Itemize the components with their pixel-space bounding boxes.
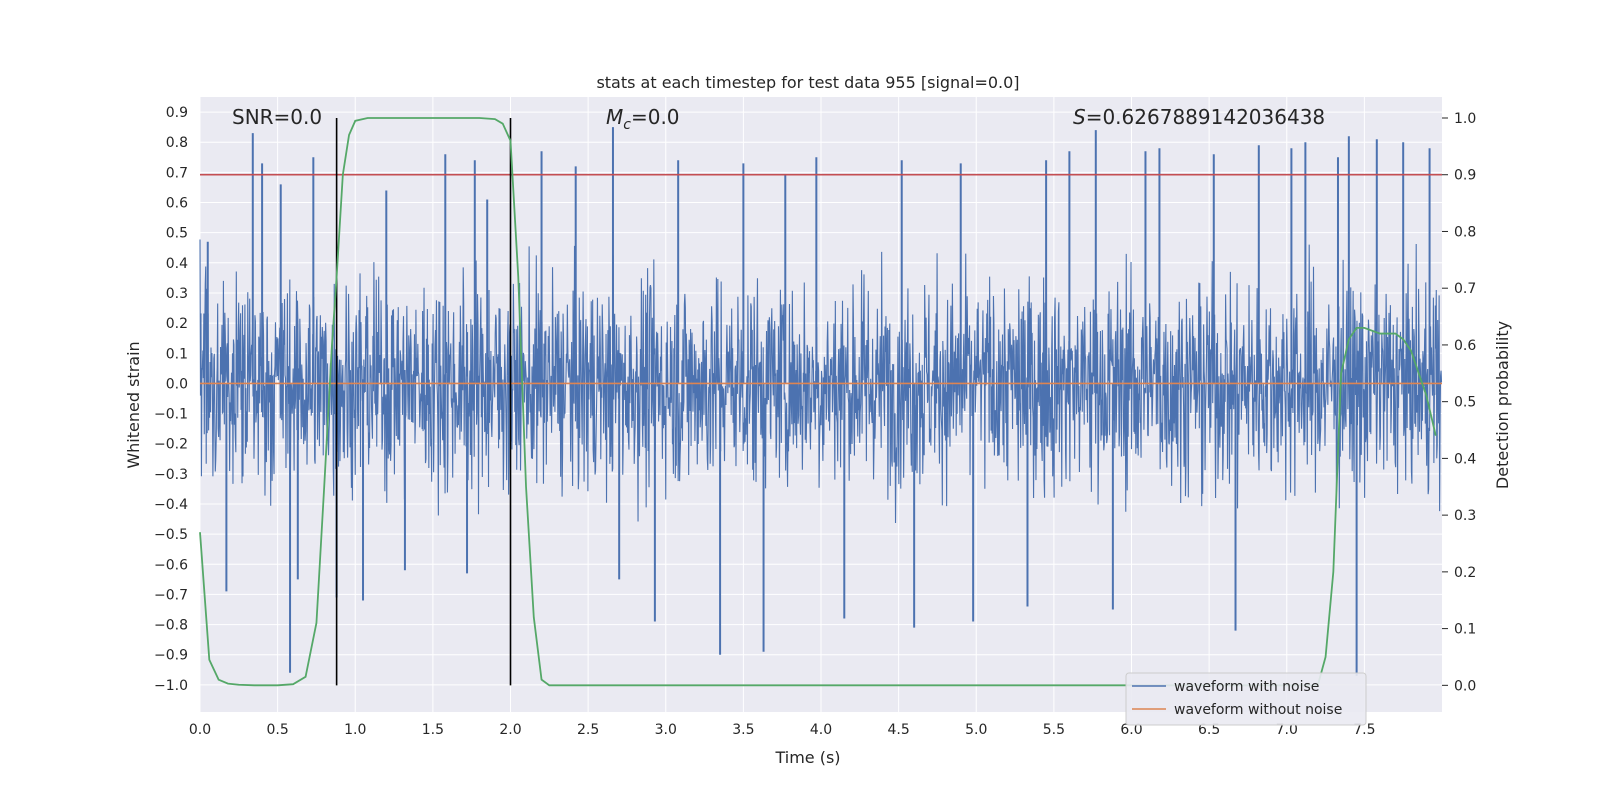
y-tick-label: 0.7 — [166, 165, 188, 181]
legend-label-noise: waveform with noise — [1174, 679, 1319, 695]
x-tick-label: 2.5 — [577, 722, 599, 738]
y-tick-label: −0.7 — [154, 587, 188, 603]
mc-subscript: c — [623, 117, 631, 133]
y2-tick-label: 0.3 — [1454, 508, 1476, 524]
x-tick-label: 6.5 — [1198, 722, 1220, 738]
s-value: =0.6267889142036438 — [1086, 105, 1325, 129]
mc-annotation: Mc=0.0 — [606, 105, 680, 133]
y2-tick-label: 0.4 — [1454, 451, 1476, 467]
x-tick-label: 0.0 — [189, 722, 211, 738]
y-tick-label: 0.6 — [166, 196, 188, 212]
x-tick-label: 2.0 — [499, 722, 521, 738]
chart-title: stats at each timestep for test data 955… — [596, 73, 1019, 92]
x-tick-label: 1.0 — [344, 722, 366, 738]
mc-value: =0.0 — [631, 105, 680, 129]
y-tick-label: −1.0 — [154, 678, 188, 694]
x-tick-label: 0.5 — [266, 722, 288, 738]
y-tick-label: −0.9 — [154, 648, 188, 664]
y-tick-label: −0.6 — [154, 557, 188, 573]
y2-tick-label: 0.7 — [1454, 281, 1476, 297]
s-symbol: S — [1073, 105, 1086, 129]
y2-axis-ticks: 1.0 0.9 0.8 0.7 0.6 0.5 0.4 0.3 0.2 0.1 0.0 — [1442, 111, 1476, 694]
y2-tick-label: 0.0 — [1454, 678, 1476, 694]
x-axis-ticks: 0.0 0.5 1.0 1.5 2.0 2.5 3.0 3.5 4.0 4.5 5.0 5.5 6.0 6… — [189, 722, 1376, 738]
x-tick-label: 4.5 — [887, 722, 909, 738]
x-axis-label: Time (s) — [774, 748, 840, 767]
y2-tick-label: 1.0 — [1454, 111, 1476, 127]
y2-tick-label: 0.2 — [1454, 565, 1476, 581]
y-tick-label: −0.4 — [154, 497, 188, 513]
y2-axis-label: Detection probability — [1493, 321, 1512, 489]
y-tick-label: 0.1 — [166, 346, 188, 362]
legend-box — [1125, 672, 1367, 726]
x-tick-label: 4.0 — [810, 722, 832, 738]
x-tick-label: 5.5 — [1043, 722, 1065, 738]
x-tick-label: 7.5 — [1353, 722, 1375, 738]
y-tick-label: 0.8 — [166, 135, 188, 151]
s-annotation: S=0.6267889142036438 — [1073, 105, 1325, 129]
detection-probability-line — [199, 117, 1437, 687]
y-tick-label: −0.5 — [154, 527, 188, 543]
y-tick-label: −0.3 — [154, 467, 188, 483]
y-tick-label: 0.0 — [166, 376, 188, 392]
y-axis-ticks: 0.9 0.8 0.7 0.6 0.5 0.4 0.3 0.2 0.1 0.0 −0.1 −0.2 −0… — [154, 105, 188, 694]
y-tick-label: −0.1 — [154, 407, 188, 423]
y-axis-label: Whitened strain — [124, 341, 143, 468]
y2-tick-label: 0.6 — [1454, 338, 1476, 354]
y-tick-label: 0.3 — [166, 286, 188, 302]
y2-tick-label: 0.1 — [1454, 622, 1476, 638]
x-tick-label: 3.5 — [732, 722, 754, 738]
legend-label-clean: waveform without noise — [1174, 702, 1342, 718]
x-tick-label: 7.0 — [1276, 722, 1298, 738]
waveform-with-noise-series — [199, 127, 1443, 676]
x-tick-label: 3.0 — [655, 722, 677, 738]
mc-symbol: M — [606, 105, 623, 129]
snr-annotation: SNR=0.0 — [232, 105, 322, 129]
y2-tick-label: 0.8 — [1454, 224, 1476, 240]
y-tick-label: −0.2 — [154, 437, 188, 453]
x-tick-label: 1.5 — [422, 722, 444, 738]
noise-trace — [199, 239, 1443, 523]
y2-tick-label: 0.5 — [1454, 395, 1476, 411]
y-tick-label: −0.8 — [154, 618, 188, 634]
y2-tick-label: 0.9 — [1454, 168, 1476, 184]
y-tick-label: 0.2 — [166, 316, 188, 332]
y-tick-label: 0.4 — [166, 256, 188, 272]
legend: waveform with noise waveform without noi… — [1125, 672, 1367, 726]
x-tick-label: 5.0 — [965, 722, 987, 738]
y-tick-label: 0.5 — [166, 226, 188, 242]
marker-vlines — [335, 117, 512, 686]
y-tick-label: 0.9 — [166, 105, 188, 121]
x-tick-label: 6.0 — [1120, 722, 1142, 738]
